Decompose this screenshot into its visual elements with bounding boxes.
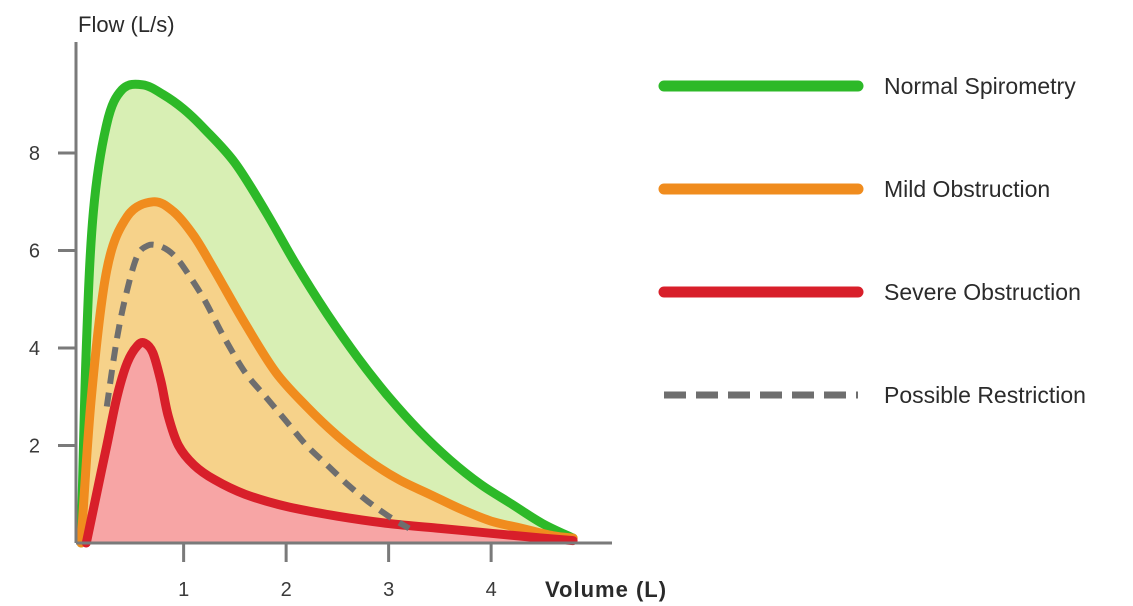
- x-tick-label: 4: [486, 579, 497, 601]
- y-tick-label: 2: [29, 436, 40, 458]
- area-severe-obstruction: [86, 342, 574, 543]
- legend-label-possible-restriction: Possible Restriction: [884, 382, 1086, 408]
- series-line-possible-restriction: [103, 241, 411, 531]
- x-tick-label: 1: [178, 579, 189, 601]
- series-line-normal-spirometry: [76, 79, 578, 548]
- area-mild-obstruction: [81, 201, 574, 543]
- y-tick-label: 6: [29, 241, 40, 263]
- x-axis-title: Volume (L): [545, 577, 667, 602]
- y-tick-label: 4: [29, 338, 40, 360]
- series-lines: [76, 79, 578, 548]
- legend-label-normal-spirometry: Normal Spirometry: [884, 73, 1076, 99]
- x-tick-label: 3: [383, 579, 394, 601]
- series-line-mild-obstruction: [76, 197, 578, 548]
- legend-label-severe-obstruction: Severe Obstruction: [884, 279, 1081, 305]
- area-fills: [81, 84, 574, 543]
- legend: Normal Spirometry Mild Obstruction Severe …: [658, 73, 1086, 408]
- x-tick-label: 2: [281, 579, 292, 601]
- y-tick-label: 8: [29, 143, 40, 165]
- y-axis-title: Flow (L/s): [78, 12, 175, 37]
- legend-label-mild-obstruction: Mild Obstruction: [884, 176, 1050, 202]
- series-line-severe-obstruction: [81, 337, 578, 548]
- y-ticks: 2 4 6 8: [29, 143, 76, 458]
- x-ticks: 1 2 3 4: [178, 543, 497, 601]
